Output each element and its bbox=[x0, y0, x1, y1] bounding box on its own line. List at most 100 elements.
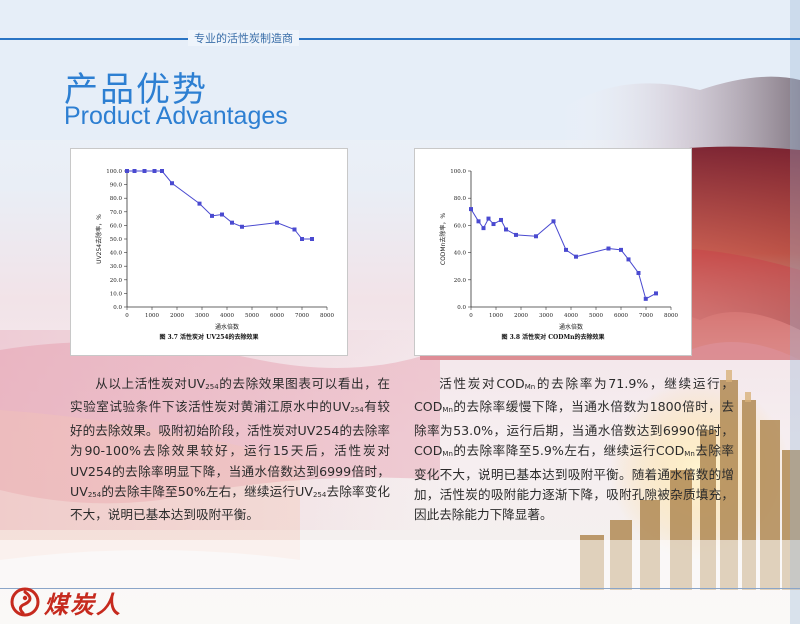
uv254-para-subscript: 254 bbox=[87, 491, 102, 500]
uv254-ytick-label: 100.0 bbox=[106, 169, 122, 175]
uv254-series-line bbox=[127, 170, 312, 240]
uv254-data-point bbox=[310, 237, 314, 241]
uv254-data-point bbox=[125, 169, 129, 173]
uv254-xlabel: 通水倍数 bbox=[215, 323, 239, 331]
uv254-para-text: 有较好的去除效果。吸附初始阶段，活性炭对UV254的去除率为90-100%去除效… bbox=[70, 399, 391, 500]
uv254-data-point bbox=[142, 169, 147, 173]
codmn-data-point bbox=[476, 219, 481, 224]
codmn-data-point bbox=[626, 257, 631, 262]
codmn-para-text: 的去除率降至5.9%左右，继续运行COD bbox=[452, 443, 685, 459]
uv254-ytick-label: 40.0 bbox=[110, 251, 123, 257]
codmn-data-point bbox=[564, 247, 568, 252]
codmn-description: 活性炭对CODMn的去除率为71.9%，继续运行，CODMn的去除率缓慢下降，当… bbox=[414, 374, 734, 526]
codmn-para-subscript: Mn bbox=[442, 406, 453, 415]
codmn-data-point bbox=[619, 247, 623, 252]
uv254-description: 从以上活性炭对UV254的去除效果图表可以看出，在实验室试验条件下该活性炭对黄浦… bbox=[70, 374, 390, 526]
codmn-data-point bbox=[481, 226, 486, 231]
page-subtitle: Product Advantages bbox=[64, 102, 288, 130]
uv254-data-point bbox=[275, 220, 279, 225]
uv254-data-point bbox=[132, 169, 137, 173]
uv254-xtick-label: 3000 bbox=[195, 313, 209, 319]
uv254-para-text: 的去除效果图表可以看出，在实验室试验条件下该活性炭对黄浦江原水中的UV bbox=[70, 376, 390, 415]
uv254-data-point bbox=[240, 224, 244, 229]
uv254-data-point bbox=[170, 181, 174, 186]
codmn-data-point bbox=[636, 271, 641, 275]
uv254-ylabel: UV254去除率，% bbox=[95, 214, 103, 264]
codmn-xtick-label: 6000 bbox=[614, 313, 628, 319]
codmn-caption: 图 3.8 活性炭对 CODMn的去除效果 bbox=[502, 333, 605, 341]
uv254-caption: 图 3.7 活性炭对 UV254的去除效果 bbox=[159, 333, 258, 341]
codmn-data-point bbox=[574, 254, 578, 259]
brand-logo-text: 煤炭人 bbox=[44, 589, 122, 619]
uv254-ytick-label: 10.0 bbox=[110, 291, 123, 297]
uv254-ytick-label: 80.0 bbox=[110, 196, 123, 202]
footer-rule bbox=[0, 588, 800, 589]
codmn-xtick-label: 3000 bbox=[539, 313, 553, 319]
uv254-data-point bbox=[292, 227, 297, 232]
swirl-logo-icon bbox=[10, 587, 40, 617]
codmn-ytick-label: 20.0 bbox=[454, 278, 467, 284]
codmn-para-subscript: Mn bbox=[684, 450, 695, 459]
uv254-data-point bbox=[220, 212, 224, 217]
uv254-para-text: 从以上活性炭对UV bbox=[95, 376, 206, 391]
uv254-para-text: 的去除丰降至50%左右，继续运行UV bbox=[101, 484, 313, 500]
codmn-ytick-label: 80.0 bbox=[454, 196, 467, 202]
uv254-xtick-label: 1000 bbox=[145, 313, 159, 319]
codmn-ytick-label: 60.0 bbox=[454, 223, 467, 229]
uv254-para-text: 去除率变化不大，说明已基本达到吸附平衡。 bbox=[70, 484, 391, 523]
codmn-data-point bbox=[504, 227, 508, 232]
codmn-para-text: 去除率变化不大，说明已基本达到吸附平衡。随着通水倍数的增加，活性炭的吸附能力逐渐… bbox=[414, 443, 734, 523]
uv254-ytick-label: 90.0 bbox=[110, 183, 123, 189]
codmn-xlabel: 通水倍数 bbox=[559, 323, 583, 331]
codmn-chart-svg: 0.0 20.0 40.0 60.0 80.0 100.0 0 1000 2000 3000 400… bbox=[439, 169, 678, 341]
codmn-data-point bbox=[469, 207, 473, 212]
codmn-xtick-label: 2000 bbox=[514, 313, 528, 319]
codmn-xtick-label: 1000 bbox=[489, 313, 503, 319]
uv254-xtick-label: 0 bbox=[125, 313, 129, 319]
uv254-para-subscript: 254 bbox=[350, 406, 364, 415]
uv254-ytick-label: 50.0 bbox=[110, 237, 123, 243]
uv254-chart-svg: 0.0 10.0 20.0 30.0 40.0 50.0 60.0 70.0 80.0 90.0 1… bbox=[95, 169, 334, 341]
codmn-ytick-label: 100.0 bbox=[450, 169, 466, 175]
codmn-series-line bbox=[470, 208, 657, 300]
uv254-ytick-label: 70.0 bbox=[110, 210, 123, 216]
codmn-para-text: 的去除率为71.9%，继续运行，COD bbox=[414, 376, 734, 415]
codmn-para-subscript: Mn bbox=[524, 383, 536, 391]
codmn-data-point bbox=[491, 222, 496, 227]
uv254-xtick-label: 2000 bbox=[170, 313, 184, 319]
brand-logo: 煤炭人 bbox=[10, 584, 122, 620]
codmn-xtick-label: 8000 bbox=[664, 313, 678, 319]
uv254-removal-chart: 0.0 10.0 20.0 30.0 40.0 50.0 60.0 70.0 80.0 90.0 1… bbox=[70, 148, 348, 356]
codmn-ytick-label: 40.0 bbox=[454, 251, 467, 257]
codmn-data-point bbox=[514, 232, 518, 237]
uv254-data-point bbox=[197, 201, 202, 206]
header-rule bbox=[0, 38, 800, 40]
codmn-ytick-label: 0.0 bbox=[457, 305, 466, 311]
uv254-xtick-label: 6000 bbox=[270, 313, 284, 319]
uv254-data-point bbox=[210, 213, 214, 218]
uv254-ytick-label: 30.0 bbox=[110, 264, 123, 270]
uv254-ytick-label: 20.0 bbox=[110, 278, 123, 284]
page-title: 产品优势 bbox=[64, 70, 208, 110]
codmn-ylabel: CODMn去除率，% bbox=[439, 213, 447, 266]
codmn-data-point bbox=[499, 217, 503, 222]
header-tagline: 专业的活性炭制造商 bbox=[188, 30, 299, 46]
codmn-xtick-label: 0 bbox=[469, 313, 473, 319]
uv254-data-point bbox=[160, 169, 164, 173]
uv254-xtick-label: 7000 bbox=[295, 313, 309, 319]
codmn-data-point bbox=[551, 219, 556, 224]
codmn-data-point bbox=[654, 291, 658, 296]
codmn-para-text: 的去除率缓慢下降，当通水倍数为1800倍时，去除率为53.0%，运行后期，当通水… bbox=[414, 399, 734, 459]
uv254-xtick-label: 8000 bbox=[320, 313, 334, 319]
uv254-data-point bbox=[230, 220, 234, 225]
codmn-data-point bbox=[534, 234, 538, 239]
uv254-xtick-label: 4000 bbox=[220, 313, 234, 319]
uv254-para-subscript: 254 bbox=[205, 383, 219, 391]
codmn-data-point bbox=[643, 296, 648, 301]
uv254-ytick-label: 60.0 bbox=[110, 223, 123, 229]
uv254-data-point bbox=[300, 237, 304, 241]
codmn-para-subscript: Mn bbox=[442, 450, 453, 459]
codmn-para-text: 活性炭对COD bbox=[439, 376, 525, 391]
codmn-removal-chart: 0.0 20.0 40.0 60.0 80.0 100.0 0 1000 2000 3000 400… bbox=[414, 148, 692, 356]
uv254-data-point bbox=[152, 169, 157, 173]
